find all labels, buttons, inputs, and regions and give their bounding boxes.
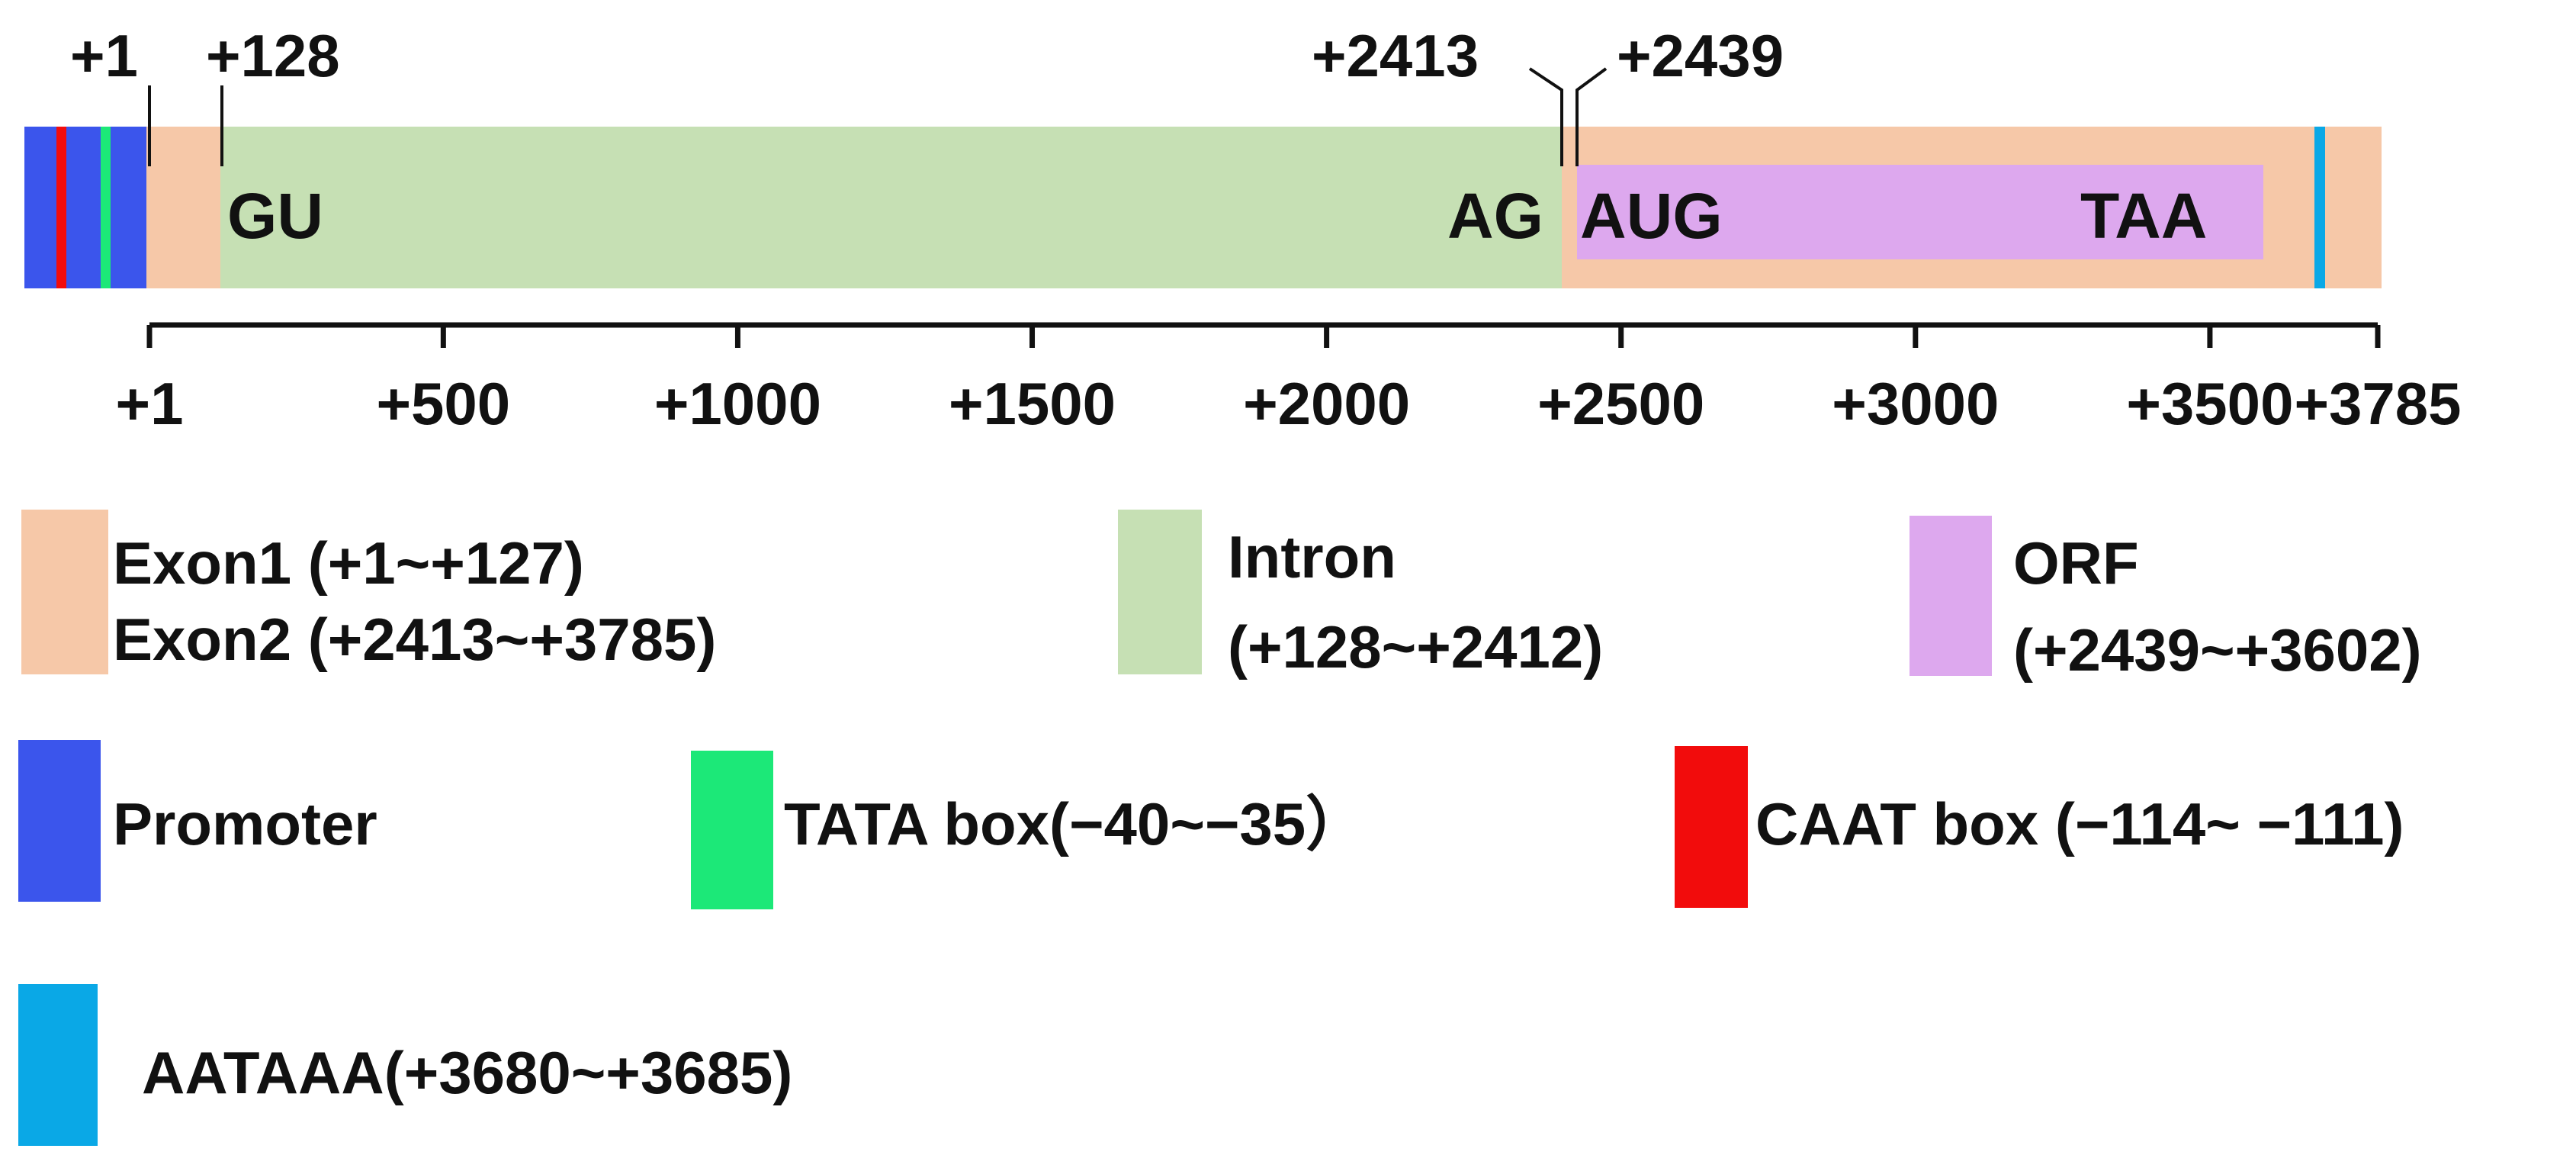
promoter-region	[24, 127, 146, 288]
top-label-plus2413: +2413	[1312, 22, 1479, 89]
top-label-plus128: +128	[206, 22, 340, 89]
axis-tick-label: +1	[116, 370, 184, 427]
aataaa-mark	[2314, 127, 2325, 288]
legend-orf-range: (+2439~+3602)	[2013, 616, 2422, 684]
axis-tick-label: +500	[376, 370, 510, 427]
top-label-plus1: +1	[70, 22, 138, 89]
top-label-plus2439: +2439	[1617, 22, 1784, 89]
tata-box-mark	[101, 127, 111, 288]
legend-intron-range: (+128~+2412)	[1228, 613, 1604, 680]
pointer-line-plus2413	[1528, 67, 1563, 166]
gu-label: GU	[227, 180, 323, 252]
caat-box-mark	[56, 127, 66, 288]
aug-label: AUG	[1580, 180, 1723, 252]
legend-caat-label: CAAT box (−114~ −111)	[1755, 790, 2404, 857]
axis-tick-label: +2500	[1537, 370, 1704, 427]
axis-tick-label: +3000	[1832, 370, 1999, 427]
taa-label: TAA	[2080, 180, 2207, 252]
legend-tata-label: TATA box(−40~−35）	[784, 790, 1366, 857]
pointer-line-plus2439	[1575, 67, 1608, 166]
legend-orf-label: ORF	[2013, 529, 2139, 597]
exon1-region	[146, 127, 220, 288]
legend-caat-swatch	[1675, 746, 1748, 908]
axis-tick-label: +2000	[1243, 370, 1410, 427]
orf-region	[1577, 165, 2263, 259]
legend-promoter-swatch	[18, 740, 101, 902]
legend-intron-swatch	[1118, 510, 1202, 674]
axis-tick-label: +3785	[2294, 370, 2461, 427]
legend-exon2-label: Exon2 (+2413~+3785)	[113, 606, 717, 673]
legend-promoter-label: Promoter	[113, 790, 377, 857]
axis-tick-label: +1000	[654, 370, 821, 427]
legend-aataaa-swatch	[18, 984, 98, 1146]
ag-label: AG	[1447, 180, 1543, 252]
legend-aataaa-label: AATAAA(+3680~+3685)	[142, 1039, 793, 1106]
axis-tick-label: +3500	[2126, 370, 2293, 427]
legend-exon1-label: Exon1 (+1~+127)	[113, 529, 584, 597]
axis-tick-label: +1500	[949, 370, 1116, 427]
axis-ticks: +1 +500 +1000 +1500 +2000 +2500 +3000 +3500 +378…	[116, 325, 2462, 427]
intron-region	[220, 127, 1562, 288]
legend-tata-swatch	[691, 751, 773, 909]
legend-orf-swatch	[1910, 516, 1992, 676]
gene-structure-diagram: +1 +128 +2413 +2439 GU AG AUG TAA +1 +500…	[24, 22, 2462, 427]
legend-exon-swatch	[21, 510, 108, 674]
legend-intron-label: Intron	[1228, 523, 1396, 590]
